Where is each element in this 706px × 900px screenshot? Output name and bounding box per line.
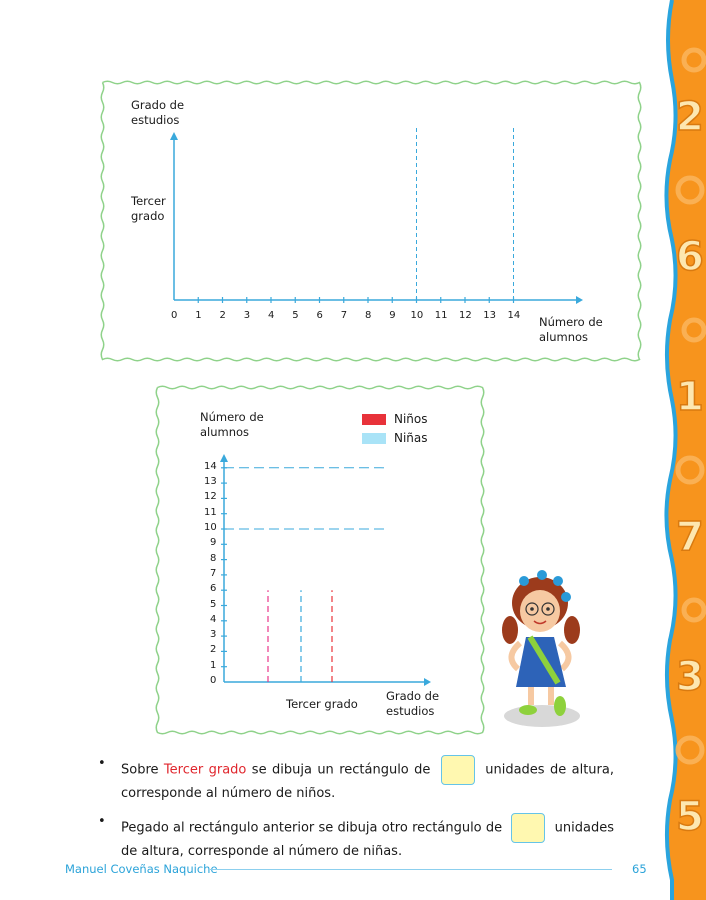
chart2-tick-label: 12 (204, 491, 217, 503)
instruction-girls: • Pegado al rectángulo anterior se dibuja… (98, 813, 614, 859)
chart2-tick-label: 0 (210, 675, 217, 686)
chart2-tick-label: 7 (210, 567, 217, 579)
chart1-tick-label: 6 (316, 310, 323, 321)
chart1-y-axis-label: Grado de estudios (131, 98, 185, 127)
answer-box-girls[interactable] (511, 813, 546, 843)
chart1-tick-label: 12 (459, 310, 472, 321)
girl-illustration (502, 570, 580, 727)
chart1-tick-label: 7 (340, 310, 348, 321)
chart2-y-axis-label: Número de alumnos (200, 410, 264, 439)
chart1-tick-label: 2 (219, 310, 226, 321)
chart2-tick-label: 1 (210, 659, 217, 671)
svg-text:5: 5 (676, 794, 704, 840)
chart1-category-label: Tercer grado (131, 194, 166, 223)
svg-text:7: 7 (676, 514, 704, 560)
chart2-tick-label: 3 (210, 629, 217, 641)
svg-text:1: 1 (676, 374, 704, 420)
footer-author: Manuel Coveñas Naquiche (65, 862, 218, 876)
chart2-tick-label: 10 (204, 522, 217, 533)
chart1-x-arrow (576, 296, 583, 304)
chart1-x-axis-label: Número de alumnos (539, 315, 603, 344)
chart1-tick-label: 8 (365, 310, 372, 321)
chart1-tick-label: 11 (434, 310, 448, 321)
chart1-tick-label: 14 (507, 310, 521, 321)
vertical-bar-chart (220, 454, 431, 686)
chart1-tick-label: 3 (243, 310, 251, 321)
page-number: 65 (632, 862, 647, 876)
chart1-tick-label: 10 (410, 310, 424, 321)
svg-text:6: 6 (676, 234, 704, 280)
chart1-tick-label: 1 (195, 310, 202, 321)
horizontal-bar-chart (170, 128, 583, 304)
chart1-tick-label: 0 (171, 310, 178, 321)
chart2-tick-label: 14 (204, 460, 217, 472)
instructions: • Sobre Tercer grado se dibuja un rectáng… (96, 755, 614, 871)
chart2-x-axis-label: Grado de estudios (386, 689, 440, 718)
decorative-sidebar: 2 6 1 7 3 5 (664, 0, 706, 900)
chart2-tick-label: 4 (210, 613, 217, 625)
chart2-tick-label: 8 (210, 552, 217, 564)
answer-box-boys[interactable] (440, 755, 475, 785)
svg-text:3: 3 (676, 654, 704, 700)
chart2-category-label: Tercer grado (286, 697, 358, 711)
svg-text:2: 2 (676, 94, 704, 140)
chart1-tick-label: 13 (483, 310, 496, 321)
chart1-y-arrow (170, 132, 178, 140)
legend-item-girls: Niñas (362, 431, 428, 445)
footer-divider (210, 869, 612, 870)
chart1-tick-label: 9 (389, 310, 396, 321)
chart2-tick-label: 13 (204, 476, 217, 488)
chart2-tick-label: 5 (210, 598, 217, 610)
highlight-third-grade: Tercer grado (163, 762, 247, 778)
legend-swatch-girls (362, 433, 386, 444)
legend-item-boys: Niños (362, 412, 428, 426)
chart2-tick-label: 6 (210, 583, 217, 595)
chart1-tick-label: 5 (292, 310, 299, 321)
chart2-frame (155, 385, 485, 735)
chart1-tick-label: 4 (268, 310, 275, 321)
chart2-tick-label: 9 (210, 537, 217, 549)
chart2-x-arrow (424, 678, 431, 686)
instruction-boys: • Sobre Tercer grado se dibuja un rectáng… (98, 755, 614, 801)
legend-swatch-boys (362, 414, 386, 425)
chart2-y-arrow (220, 454, 228, 462)
chart2-tick-label: 11 (204, 506, 217, 518)
chart2-tick-label: 2 (210, 644, 217, 656)
chart1-frame (100, 80, 642, 362)
